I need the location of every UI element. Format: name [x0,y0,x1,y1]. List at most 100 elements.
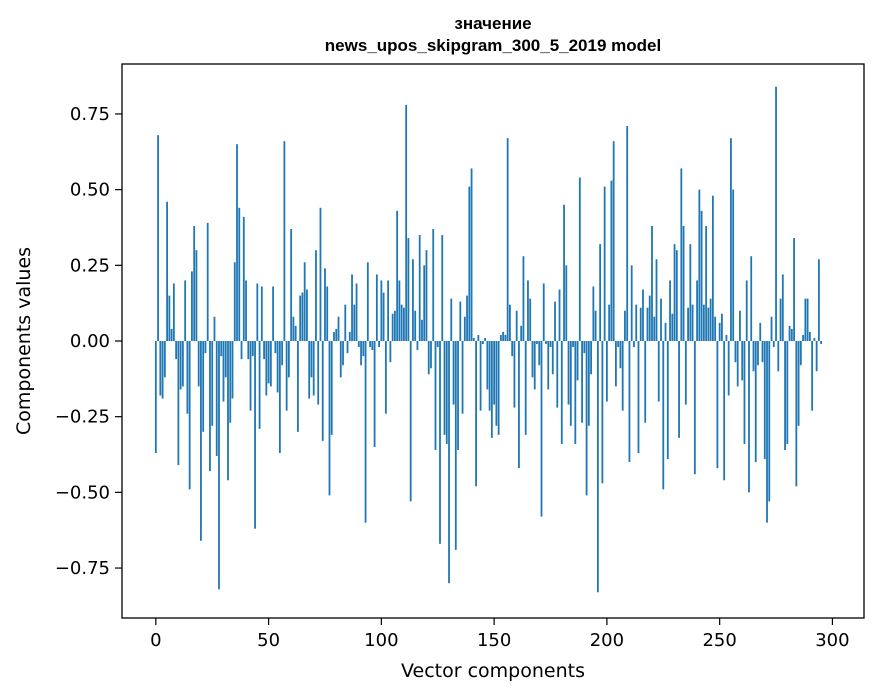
bar-component-52 [272,286,274,341]
bar-component-91 [360,341,362,366]
bar-component-87 [351,274,353,341]
bar-component-214 [637,341,640,454]
bar-component-65 [301,292,304,341]
bar-component-186 [574,341,577,444]
bar-component-241 [698,189,701,341]
bar-component-202 [610,180,613,341]
bar-component-12 [181,341,184,387]
bar-component-170 [538,341,541,366]
bar-component-150 [493,341,496,405]
bar-component-135 [459,301,462,341]
bar-component-139 [468,186,471,341]
bar-component-81 [337,316,340,341]
bar-component-121 [427,341,430,375]
bar-component-104 [389,341,392,363]
bar-component-109 [400,304,403,341]
bar-component-255 [730,138,732,341]
bar-component-209 [626,126,629,341]
bar-component-2 [159,341,162,396]
bar-component-62 [294,325,297,341]
bar-component-192 [587,341,590,426]
bar-component-28 [218,341,220,590]
bar-component-221 [653,316,656,341]
bar-component-212 [633,341,635,348]
bar-component-107 [396,210,399,341]
bar-component-277 [779,298,782,341]
bar-component-76 [326,286,329,341]
bar-component-163 [522,256,525,341]
bar-component-80 [335,328,338,341]
bar-component-147 [486,341,489,390]
bar-component-116 [416,341,419,351]
bar-component-269 [761,341,764,363]
bar-component-27 [215,341,218,457]
bar-component-220 [651,225,653,341]
bar-component-191 [585,341,588,496]
bar-component-280 [786,341,789,444]
bar-component-144 [479,341,482,411]
bar-component-207 [621,341,624,411]
bar-component-114 [412,259,414,341]
bar-component-110 [403,307,405,341]
bar-component-25 [211,341,214,426]
bar-component-273 [770,316,773,341]
bar-component-257 [734,341,737,363]
bar-component-73 [319,207,322,341]
bar-component-32 [227,341,229,481]
bar-component-176 [551,341,554,375]
bar-component-23 [206,222,209,341]
bar-component-275 [775,86,777,341]
bar-component-95 [369,341,371,348]
y-tick-label: 0.25 [70,255,110,276]
bar-component-44 [254,341,256,529]
bar-component-178 [556,341,559,408]
bar-component-219 [648,295,651,341]
bar-component-77 [328,341,331,496]
bar-component-11 [179,341,182,390]
bar-component-268 [759,322,762,341]
bar-component-251 [721,313,723,341]
bar-component-142 [475,341,477,487]
bar-component-242 [700,210,703,341]
chart-title-line-2: news_upos_skipgram_300_5_2019 model [325,36,661,55]
bar-component-294 [817,259,820,341]
bar-component-93 [364,341,367,523]
bar-component-258 [736,341,739,387]
bar-component-253 [725,334,728,341]
bar-component-155 [504,334,507,341]
bar-component-111 [405,104,408,342]
bar-component-140 [470,168,473,341]
bar-component-149 [490,341,493,438]
bar-component-244 [705,225,708,341]
bar-component-96 [371,341,374,351]
bar-component-215 [639,307,642,341]
bar-component-112 [407,238,410,341]
bar-component-21 [202,341,205,432]
bar-component-94 [366,262,369,341]
bar-component-180 [560,341,563,444]
bar-component-54 [276,341,279,393]
bar-component-183 [567,341,570,405]
bar-component-226 [664,322,667,341]
bar-component-72 [317,341,320,405]
bar-component-108 [398,280,401,341]
bar-component-151 [495,341,498,426]
bar-component-105 [391,313,394,341]
bar-component-79 [333,331,335,341]
bar-component-98 [375,274,378,341]
bar-component-229 [671,313,674,341]
y-tick-label: −0.75 [55,558,110,579]
bar-component-161 [518,341,520,469]
bar-component-100 [380,280,383,341]
bar-component-238 [691,304,694,341]
bar-component-245 [707,307,710,341]
bar-component-30 [222,341,225,402]
x-tick-label: 0 [150,630,161,651]
bar-component-189 [581,341,583,423]
bar-component-194 [592,286,595,341]
bar-component-279 [784,341,786,450]
bar-component-158 [511,341,514,357]
bar-component-99 [378,341,380,348]
bar-component-97 [373,341,376,447]
bar-component-64 [299,295,302,341]
